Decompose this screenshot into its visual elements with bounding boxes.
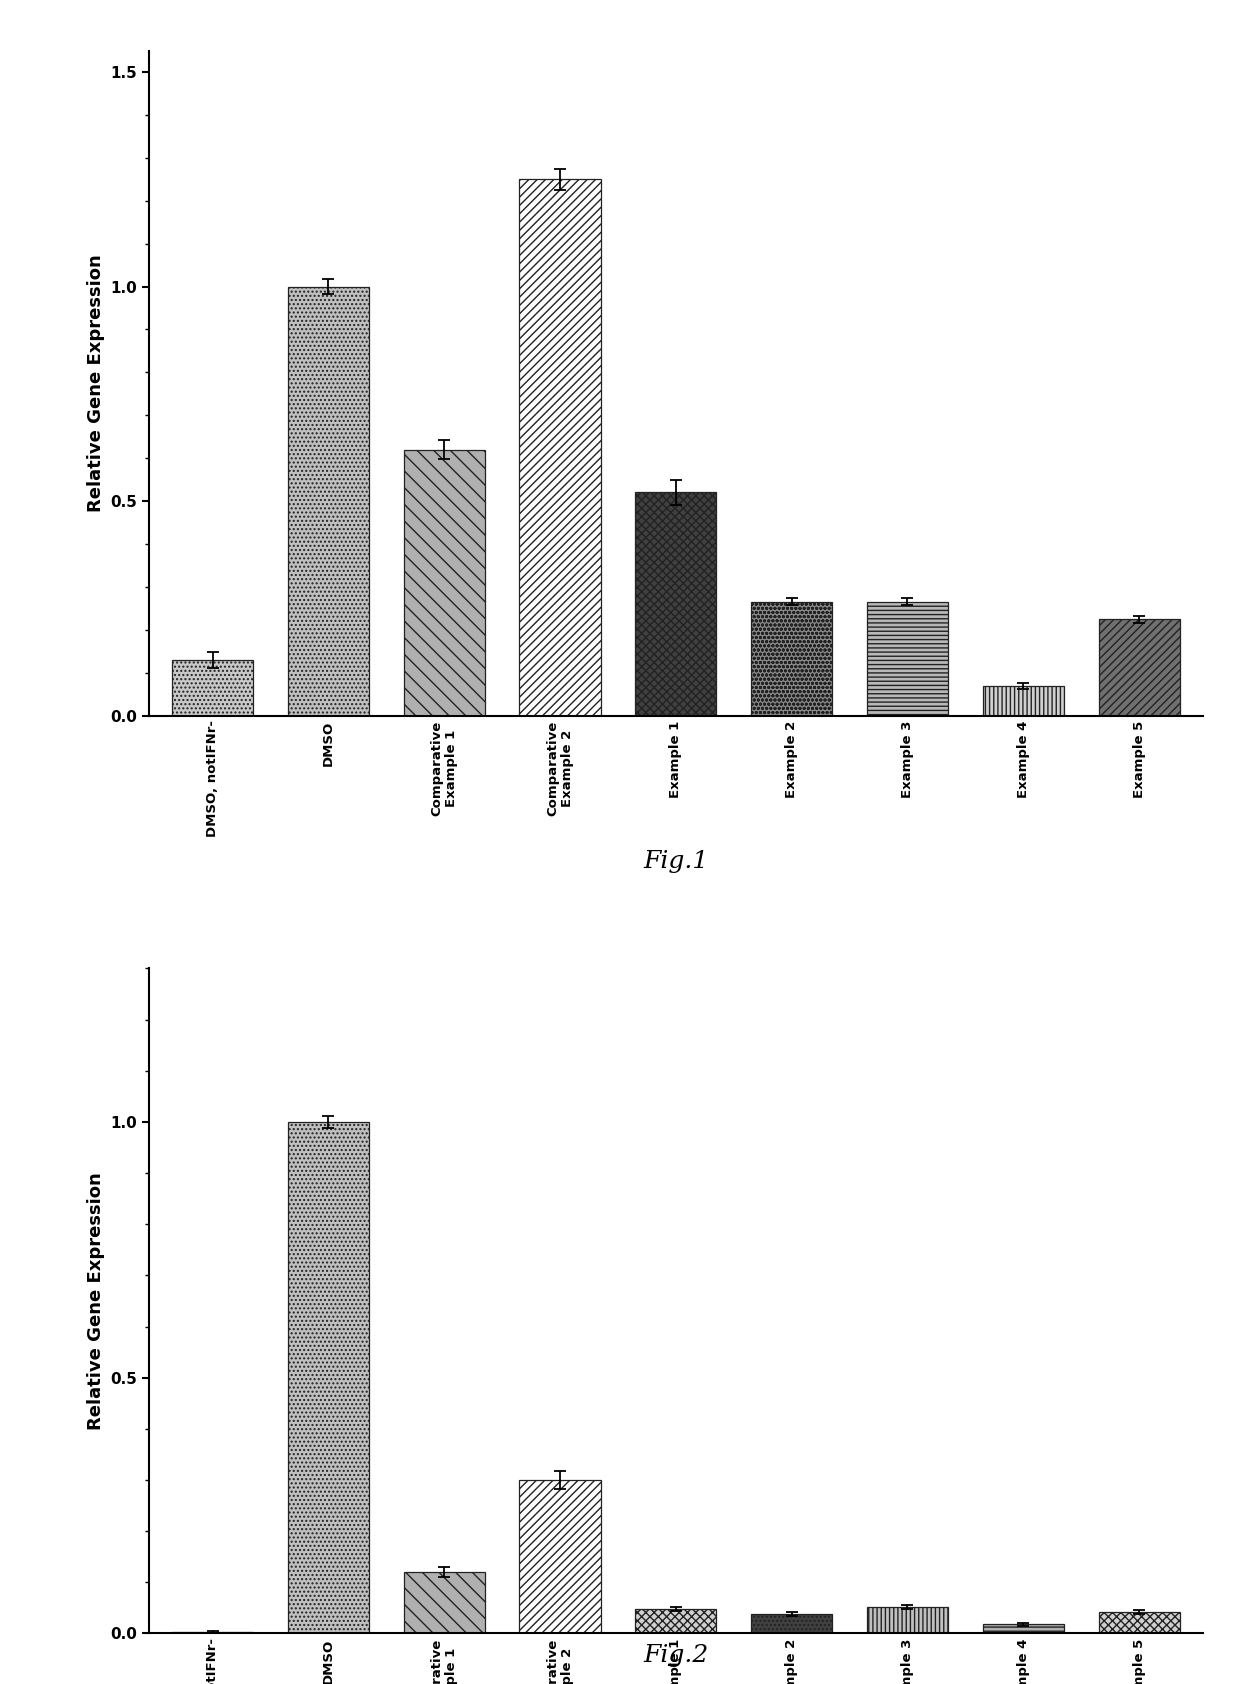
Y-axis label: Relative Gene Expression: Relative Gene Expression (87, 254, 104, 512)
Bar (172, 660, 253, 716)
Y-axis label: Relative Gene Expression: Relative Gene Expression (87, 1172, 104, 1430)
Bar (288, 1122, 368, 1633)
Bar (635, 1608, 717, 1633)
Bar (520, 179, 600, 716)
Bar (1099, 1612, 1179, 1633)
Bar (983, 1625, 1064, 1633)
Bar (867, 601, 949, 716)
Bar (288, 286, 368, 716)
Bar (520, 1480, 600, 1633)
Bar (403, 1573, 485, 1633)
Bar (1099, 620, 1179, 716)
Bar (867, 1607, 949, 1633)
Bar (751, 601, 832, 716)
Bar (751, 1613, 832, 1633)
Bar (983, 685, 1064, 716)
Text: Fig.2: Fig.2 (644, 1644, 708, 1667)
Text: Fig.1: Fig.1 (644, 850, 708, 874)
Bar (403, 450, 485, 716)
Bar (635, 492, 717, 716)
